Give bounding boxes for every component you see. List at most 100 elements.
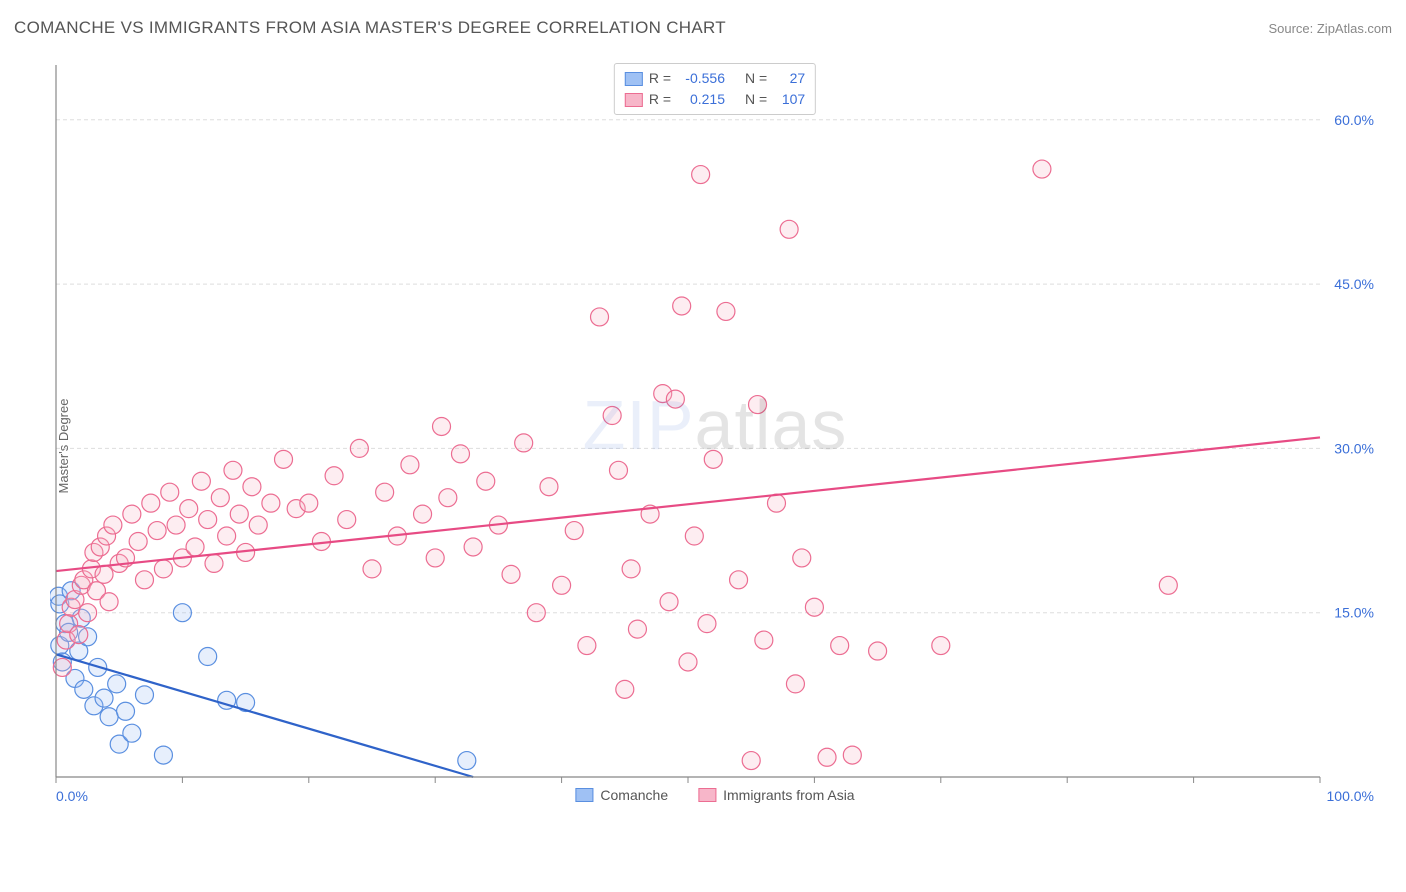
- asia-point: [426, 549, 444, 567]
- asia-point: [692, 166, 710, 184]
- correlation-legend: R = -0.556 N = 27R = 0.215 N = 107: [614, 63, 816, 115]
- asia-point: [79, 604, 97, 622]
- y-tick-label: 30.0%: [1334, 440, 1374, 456]
- asia-point: [540, 478, 558, 496]
- asia-point: [451, 445, 469, 463]
- legend-swatch: [698, 788, 716, 802]
- asia-trendline: [56, 437, 1320, 571]
- series-legend: Comanche Immigrants from Asia: [575, 787, 854, 803]
- asia-point: [742, 752, 760, 770]
- asia-point: [161, 483, 179, 501]
- asia-point: [609, 461, 627, 479]
- comanche-point: [458, 752, 476, 770]
- correlation-row: R =0.215N =107: [625, 89, 805, 110]
- n-label: N =: [745, 68, 767, 89]
- n-value: 27: [773, 68, 805, 89]
- asia-point: [767, 494, 785, 512]
- asia-point: [869, 642, 887, 660]
- asia-point: [376, 483, 394, 501]
- asia-point: [565, 522, 583, 540]
- asia-point: [698, 615, 716, 633]
- asia-point: [300, 494, 318, 512]
- asia-point: [350, 439, 368, 457]
- asia-point: [363, 560, 381, 578]
- asia-point: [439, 489, 457, 507]
- r-label: R =: [649, 68, 671, 89]
- asia-point: [129, 532, 147, 550]
- comanche-point: [108, 675, 126, 693]
- asia-point: [502, 565, 520, 583]
- asia-point: [666, 390, 684, 408]
- asia-point: [100, 593, 118, 611]
- asia-point: [717, 302, 735, 320]
- legend-item[interactable]: Immigrants from Asia: [698, 787, 854, 803]
- asia-point: [186, 538, 204, 556]
- asia-point: [205, 554, 223, 572]
- asia-point: [553, 576, 571, 594]
- asia-point: [249, 516, 267, 534]
- asia-point: [730, 571, 748, 589]
- asia-point: [414, 505, 432, 523]
- asia-point: [628, 620, 646, 638]
- x-tick-label: 100.0%: [1327, 788, 1374, 804]
- r-value: -0.556: [677, 68, 725, 89]
- asia-point: [95, 565, 113, 583]
- legend-item[interactable]: Comanche: [575, 787, 668, 803]
- asia-point: [262, 494, 280, 512]
- asia-point: [685, 527, 703, 545]
- chart-title: COMANCHE VS IMMIGRANTS FROM ASIA MASTER'…: [14, 18, 726, 38]
- comanche-point: [100, 708, 118, 726]
- asia-point: [218, 527, 236, 545]
- asia-point: [142, 494, 160, 512]
- asia-point: [805, 598, 823, 616]
- comanche-point: [95, 689, 113, 707]
- legend-swatch: [625, 72, 643, 86]
- comanche-point: [199, 648, 217, 666]
- n-label: N =: [745, 89, 767, 110]
- asia-point: [578, 637, 596, 655]
- asia-point: [843, 746, 861, 764]
- asia-point: [1159, 576, 1177, 594]
- asia-point: [780, 220, 798, 238]
- asia-point: [148, 522, 166, 540]
- asia-point: [464, 538, 482, 556]
- asia-point: [704, 450, 722, 468]
- y-tick-label: 45.0%: [1334, 276, 1374, 292]
- asia-point: [818, 748, 836, 766]
- asia-point: [831, 637, 849, 655]
- legend-swatch: [625, 93, 643, 107]
- plot-area: 15.0%30.0%45.0%60.0%0.0%100.0% ZIPatlas …: [50, 55, 1380, 825]
- asia-point: [199, 511, 217, 529]
- y-tick-label: 15.0%: [1334, 605, 1374, 621]
- asia-point: [786, 675, 804, 693]
- asia-point: [401, 456, 419, 474]
- asia-point: [224, 461, 242, 479]
- asia-point: [104, 516, 122, 534]
- asia-point: [673, 297, 691, 315]
- legend-label: Comanche: [600, 787, 668, 803]
- scatter-chart: 15.0%30.0%45.0%60.0%0.0%100.0%: [50, 55, 1380, 825]
- asia-point: [230, 505, 248, 523]
- asia-point: [515, 434, 533, 452]
- asia-point: [338, 511, 356, 529]
- asia-point: [749, 396, 767, 414]
- asia-point: [755, 631, 773, 649]
- x-tick-label: 0.0%: [56, 788, 88, 804]
- asia-point: [135, 571, 153, 589]
- asia-point: [527, 604, 545, 622]
- asia-point: [660, 593, 678, 611]
- asia-point: [616, 680, 634, 698]
- source-attribution: Source: ZipAtlas.com: [1268, 21, 1392, 36]
- asia-point: [70, 626, 88, 644]
- asia-point: [243, 478, 261, 496]
- correlation-row: R = -0.556 N = 27: [625, 68, 805, 89]
- asia-point: [192, 472, 210, 490]
- n-value: 107: [773, 89, 805, 110]
- asia-point: [433, 417, 451, 435]
- asia-point: [622, 560, 640, 578]
- comanche-point: [75, 680, 93, 698]
- asia-point: [211, 489, 229, 507]
- comanche-point: [154, 746, 172, 764]
- asia-point: [932, 637, 950, 655]
- r-value: 0.215: [677, 89, 725, 110]
